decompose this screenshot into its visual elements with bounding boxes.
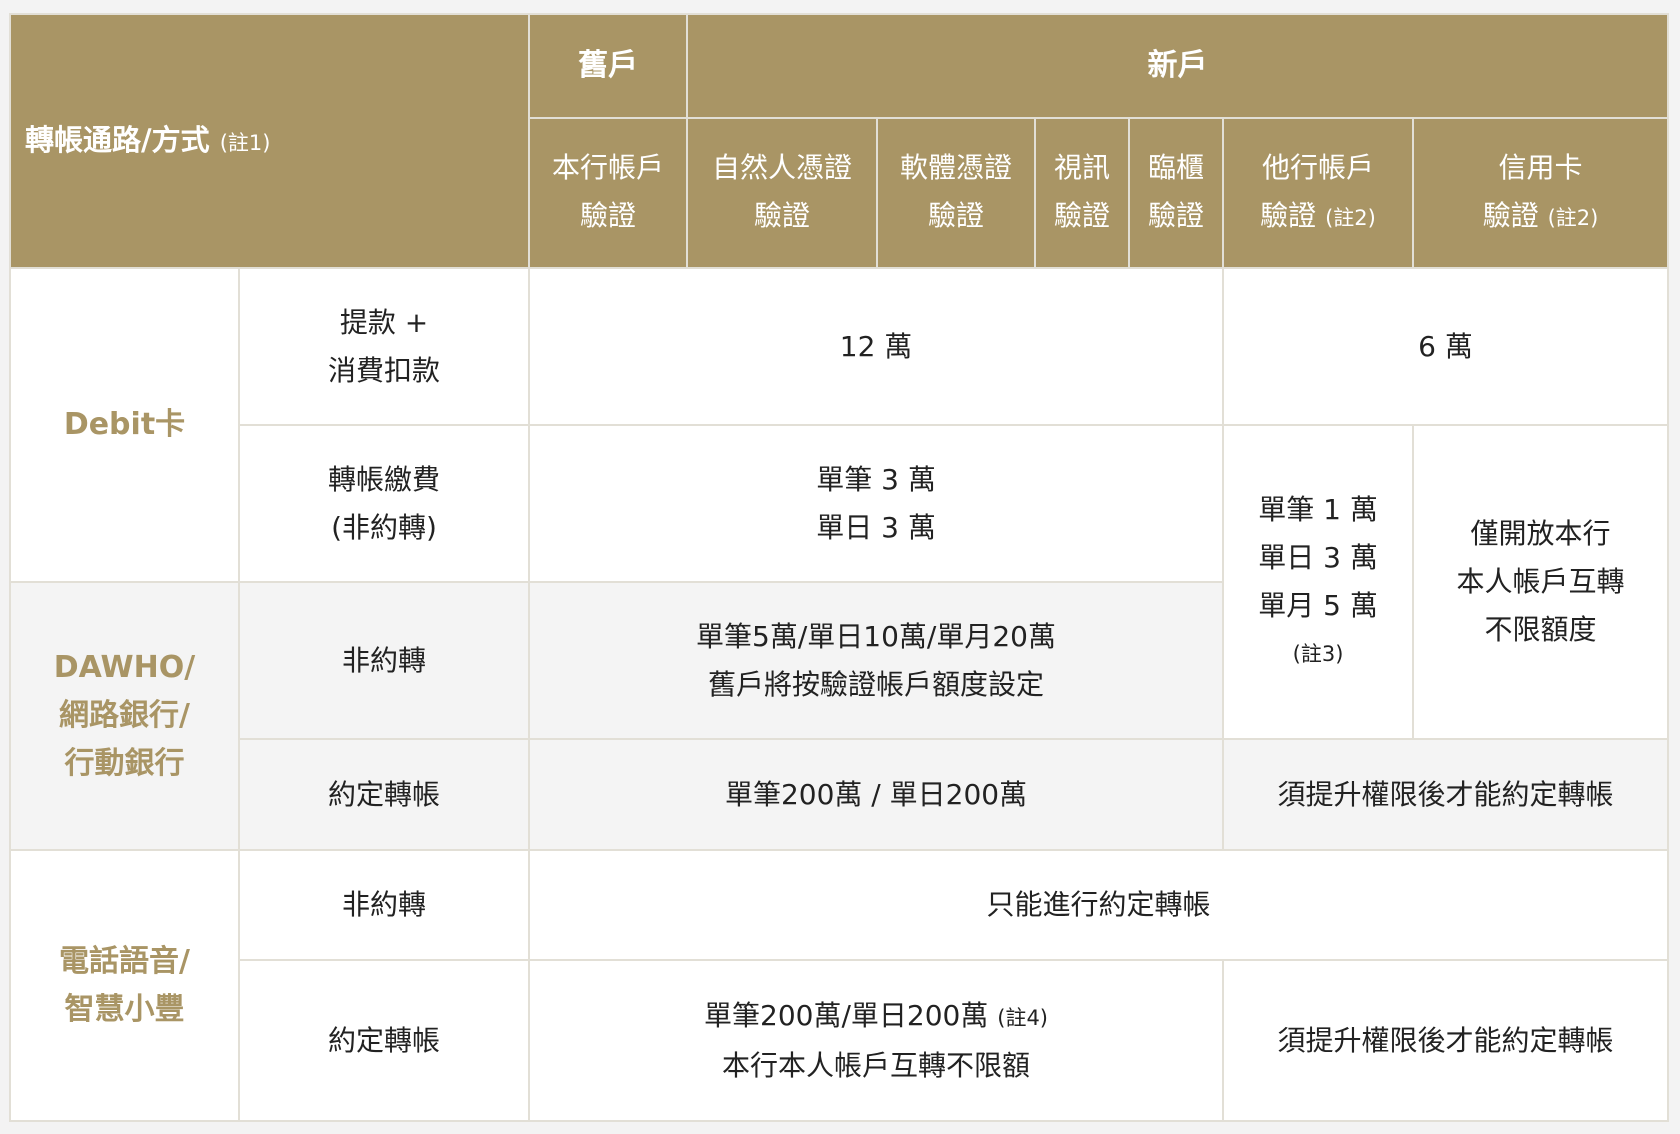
withdraw-main: 12 萬 [528, 267, 1225, 426]
corner-title: 轉帳通路/方式 [25, 122, 210, 157]
transfer-limit-table: 轉帳通路/方式 (註1) 舊戶 新戶 本行帳戶 驗證 自然人憑證 驗證 軟體憑證 驗證… [8, 13, 1670, 1122]
row-label-withdraw: 提款 + 消費扣款 [237, 267, 531, 426]
group-phone: 電話語音/智慧小豐 [9, 849, 240, 1122]
row-label-dawho-non-agreed: 非約轉 [237, 581, 531, 740]
column-header: 本行帳戶 驗證 [528, 117, 689, 269]
payment-main: 單筆 3 萬單日 3 萬 [528, 424, 1225, 583]
phone-agreed-other: 須提升權限後才能約定轉帳 [1222, 959, 1670, 1122]
row-label-phone-non-agreed: 非約轉 [237, 849, 531, 961]
column-header: 軟體憑證 驗證 [876, 117, 1037, 269]
column-header: 視訊 驗證 [1034, 117, 1131, 269]
row-label-dawho-agreed: 約定轉帳 [237, 738, 531, 851]
credit-card-limit: 僅開放本行 本人帳戶互轉 不限額度 [1412, 424, 1670, 740]
column-header: 他行帳戶 驗證 (註2) [1222, 117, 1415, 269]
withdraw-other: 6 萬 [1222, 267, 1670, 426]
old-account-header: 舊戶 [528, 13, 689, 119]
other-bank-limit: 單筆 1 萬單日 3 萬單月 5 萬 (註3) [1222, 424, 1415, 740]
corner-header: 轉帳通路/方式 (註1) [8, 13, 531, 269]
new-account-header: 新戶 [686, 13, 1670, 119]
phone-non-agreed-main: 只能進行約定轉帳 [528, 849, 1670, 961]
column-header: 信用卡 驗證 (註2) [1412, 117, 1670, 269]
group-debit: Debit卡 [9, 267, 240, 583]
corner-note: (註1) [219, 130, 271, 155]
dawho-non-agreed-main: 單筆5萬/單日10萬/單月20萬 舊戶將按驗證帳戶額度設定 [528, 581, 1225, 740]
dawho-agreed-other: 須提升權限後才能約定轉帳 [1222, 738, 1670, 851]
column-header: 臨櫃 驗證 [1128, 117, 1225, 269]
row-label-phone-agreed: 約定轉帳 [237, 959, 531, 1122]
group-dawho: DAWHO/網路銀行/行動銀行 [9, 581, 240, 851]
row-label-payment: 轉帳繳費 (非約轉) [237, 424, 531, 583]
column-header: 自然人憑證 驗證 [686, 117, 879, 269]
phone-agreed-main: 單筆200萬/單日200萬 (註4) 本行本人帳戶互轉不限額 [528, 959, 1225, 1122]
dawho-agreed-main: 單筆200萬 / 單日200萬 [528, 738, 1225, 851]
